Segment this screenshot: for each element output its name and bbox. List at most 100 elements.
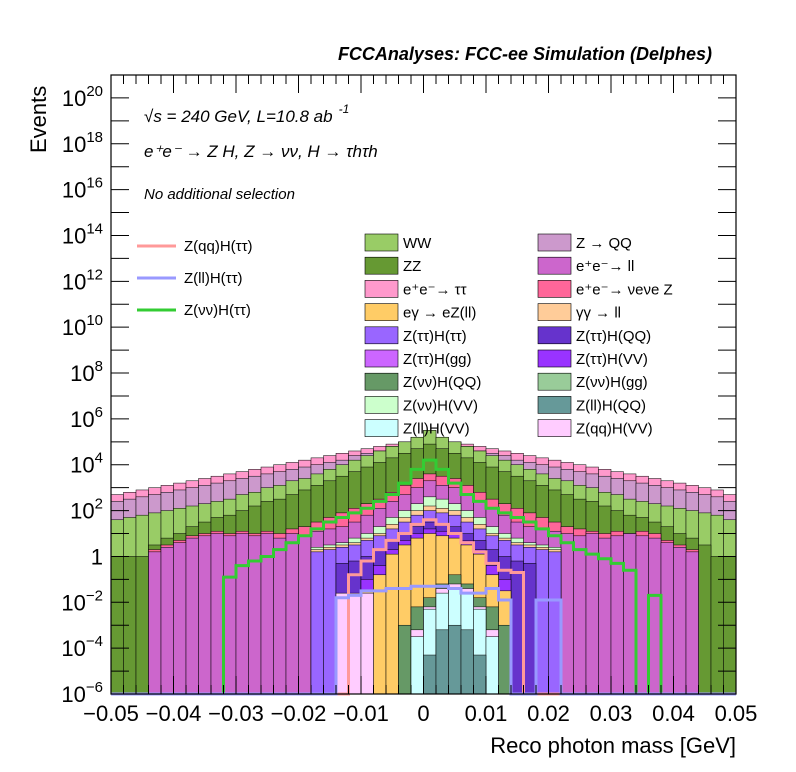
bkg-legend-label: eγ → eZ(ll) bbox=[403, 305, 476, 322]
bkg-legend-label: Z(ll)H(QQ) bbox=[576, 397, 646, 414]
stack-bin bbox=[698, 544, 712, 695]
bkg-legend-label: Z(νν)H(gg) bbox=[576, 374, 648, 391]
stack-bin bbox=[635, 535, 649, 695]
bkg-legend-label: Z → QQ bbox=[576, 235, 632, 252]
x-tick-label: −0.05 bbox=[83, 701, 139, 726]
stack-bin bbox=[235, 533, 249, 695]
bkg-legend-swatch bbox=[537, 256, 572, 275]
x-tick-label: −0.03 bbox=[208, 701, 264, 726]
stack-bin bbox=[298, 535, 312, 695]
background-legend: WW Z → QQ ZZ e⁺e⁻→ ll e⁺e⁻→ ττ e⁺e⁻→ νeνe Z eγ… bbox=[364, 233, 673, 438]
x-tick-label: −0.04 bbox=[146, 701, 202, 726]
y-tick-label: 10−6 bbox=[61, 679, 103, 707]
y-tick-label: 1010 bbox=[62, 312, 103, 340]
bkg-legend-swatch bbox=[364, 326, 399, 345]
stack-bin bbox=[448, 624, 462, 695]
bkg-legend-label: Z(ll)H(VV) bbox=[403, 421, 470, 438]
stack-bin bbox=[185, 537, 199, 695]
stack-bin bbox=[310, 551, 324, 695]
stack-bin bbox=[648, 537, 662, 695]
x-axis-ticks: −0.05 −0.04 −0.03 −0.02 −0.01 0 0.01 0.02 0.03 0.… bbox=[83, 75, 757, 726]
stack-bin bbox=[348, 592, 362, 695]
bkg-legend-swatch bbox=[537, 303, 572, 321]
x-tick-label: 0.01 bbox=[465, 701, 508, 726]
y-axis-title: Events bbox=[26, 86, 51, 153]
stack-bin bbox=[623, 533, 637, 695]
bkg-legend-label: Z(νν)H(VV) bbox=[403, 397, 478, 414]
bkg-legend-label: Z(qq)H(VV) bbox=[576, 421, 653, 438]
y-tick-label: 104 bbox=[70, 450, 103, 478]
stack-bin bbox=[398, 624, 412, 695]
stack-bin bbox=[210, 533, 224, 695]
stack-bin bbox=[198, 535, 212, 695]
y-tick-label: 102 bbox=[70, 496, 103, 524]
y-axis-ticks: 10−6 10−4 10−2 1 102 104 106 108 1010 1012 1014 101… bbox=[61, 74, 736, 707]
signal-line bbox=[111, 458, 736, 696]
stack-bin bbox=[385, 553, 399, 695]
stack-bin bbox=[323, 549, 337, 695]
y-tick-label: 1018 bbox=[62, 129, 103, 157]
bkg-legend-swatch bbox=[364, 419, 399, 437]
x-tick-label: 0.05 bbox=[715, 701, 758, 726]
y-tick-label: 106 bbox=[70, 404, 103, 432]
y-tick-label: 1014 bbox=[62, 220, 103, 248]
stack-bin bbox=[335, 592, 349, 695]
stack-bin bbox=[223, 535, 237, 695]
stack-bin bbox=[548, 551, 562, 695]
signal-legend-label: Z(ll)H(ττ) bbox=[184, 270, 243, 287]
stack-bin bbox=[485, 636, 499, 695]
stack-bin bbox=[535, 549, 549, 695]
stack-bin bbox=[498, 624, 512, 695]
bkg-legend-swatch bbox=[364, 233, 399, 252]
stack-bin bbox=[360, 592, 374, 695]
selection-text: No additional selection bbox=[144, 186, 295, 203]
bkg-legend-label: Z(ττ)H(ττ) bbox=[403, 328, 467, 345]
stack-bin bbox=[598, 537, 612, 695]
y-tick-label: 1020 bbox=[62, 83, 103, 111]
energy-lumi-text: √s = 240 GeV, L=10.8 ab -1 bbox=[144, 102, 349, 126]
stack-bin bbox=[510, 560, 524, 695]
stack-bin bbox=[560, 533, 574, 695]
stack-bin bbox=[660, 542, 674, 695]
bkg-legend-swatch bbox=[364, 372, 399, 391]
bkg-legend-swatch bbox=[537, 396, 572, 414]
y-tick-label: 108 bbox=[70, 358, 103, 386]
process-text: e⁺e⁻ → Z H, Z → νν, H → τhτh bbox=[144, 142, 378, 161]
bkg-legend-swatch bbox=[364, 303, 399, 321]
stack-bin bbox=[435, 629, 449, 695]
bkg-legend-swatch bbox=[537, 419, 572, 437]
stack-bin bbox=[673, 547, 687, 695]
stack-layer bbox=[423, 624, 487, 695]
bkg-legend-swatch bbox=[364, 396, 399, 414]
stack-bin bbox=[460, 629, 474, 695]
stack-bin bbox=[135, 556, 149, 695]
bkg-legend-label: Z(νν)H(QQ) bbox=[403, 374, 481, 391]
x-tick-label: 0.04 bbox=[652, 701, 695, 726]
energy-lumi-exp: -1 bbox=[339, 102, 350, 116]
y-tick-label: 1012 bbox=[62, 266, 103, 294]
bkg-legend-label: γγ → ll bbox=[576, 305, 621, 322]
bkg-legend-swatch bbox=[537, 349, 572, 368]
y-tick-label: 10−2 bbox=[61, 587, 103, 615]
y-tick-label: 1016 bbox=[62, 175, 103, 203]
bkg-legend-swatch bbox=[537, 372, 572, 391]
stack-bin bbox=[148, 551, 162, 695]
stack-bin bbox=[473, 654, 487, 695]
stack-bin bbox=[523, 563, 537, 695]
y-tick-label: 10−4 bbox=[61, 633, 103, 661]
stack-bin bbox=[285, 533, 299, 695]
x-tick-label: −0.01 bbox=[333, 701, 389, 726]
signal-legend-label: Z(qq)H(ττ) bbox=[184, 238, 253, 255]
signal-legend-label: Z(νν)H(ττ) bbox=[184, 302, 251, 319]
bkg-legend-swatch bbox=[364, 349, 399, 368]
stack-bin bbox=[160, 547, 174, 695]
x-tick-label: 0.03 bbox=[590, 701, 633, 726]
x-axis-title: Reco photon mass [GeV] bbox=[490, 733, 736, 758]
bkg-legend-label: Z(ττ)H(VV) bbox=[576, 351, 648, 368]
stack-bin bbox=[610, 535, 624, 695]
stack-bin bbox=[373, 574, 387, 695]
bkg-legend-swatch bbox=[364, 256, 399, 275]
x-tick-label: −0.02 bbox=[271, 701, 327, 726]
bkg-legend-swatch bbox=[364, 280, 399, 298]
